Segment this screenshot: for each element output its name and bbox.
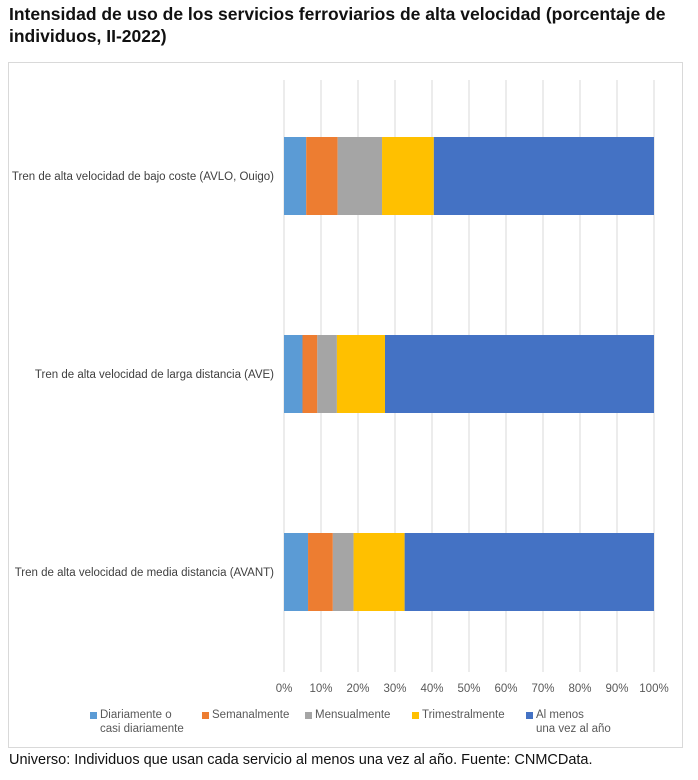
bar-segment — [308, 533, 333, 611]
legend-label: Al menos una vez al año — [536, 709, 611, 735]
x-tick-label: 90% — [605, 683, 628, 695]
bar-segment — [284, 533, 309, 611]
bar-segment — [306, 137, 338, 215]
bar-segment — [336, 335, 386, 413]
bar-segment — [385, 335, 654, 413]
legend-swatch — [526, 712, 533, 719]
legend-label: Trimestralmente — [422, 709, 505, 721]
bar-segment — [284, 137, 307, 215]
category-label: Tren de alta velocidad de larga distanci… — [35, 369, 274, 381]
bar-segment — [284, 335, 303, 413]
bar-segment — [404, 533, 654, 611]
legend-swatch — [202, 712, 209, 719]
legend-label: Diariamente o casi diariamente — [100, 709, 184, 735]
x-tick-label: 60% — [494, 683, 517, 695]
bar-segment — [337, 137, 383, 215]
legend-item: Mensualmente — [305, 708, 390, 722]
legend-swatch — [412, 712, 419, 719]
x-tick-label: 0% — [276, 683, 293, 695]
category-label: Tren de alta velocidad de media distanci… — [15, 567, 274, 579]
bar-segment — [353, 533, 405, 611]
category-label: Tren de alta velocidad de bajo coste (AV… — [12, 171, 274, 183]
chart-legend: Diariamente o casi diariamente Semanalmen… — [0, 708, 698, 744]
x-tick-label: 50% — [457, 683, 480, 695]
x-tick-label: 20% — [346, 683, 369, 695]
legend-label: Mensualmente — [315, 709, 391, 721]
bar-segment — [433, 137, 654, 215]
legend-item: Diariamente o casi diariamente — [90, 708, 184, 736]
x-tick-label: 40% — [420, 683, 443, 695]
x-tick-label: 70% — [531, 683, 554, 695]
legend-item: Semanalmente — [202, 708, 289, 722]
legend-label: Semanalmente — [212, 709, 290, 721]
footnote: Universo: Individuos que usan cada servi… — [9, 752, 593, 768]
legend-swatch — [90, 712, 97, 719]
bar-segment — [332, 533, 354, 611]
legend-item: Al menos una vez al año — [526, 708, 611, 736]
chart-frame — [8, 62, 683, 748]
bar-segment — [317, 335, 337, 413]
legend-item: Trimestralmente — [412, 708, 505, 722]
x-tick-label: 80% — [568, 683, 591, 695]
bar-segment — [382, 137, 434, 215]
bar-segment — [302, 335, 318, 413]
x-tick-label: 100% — [639, 683, 668, 695]
x-tick-label: 10% — [309, 683, 332, 695]
x-tick-label: 30% — [383, 683, 406, 695]
legend-swatch — [305, 712, 312, 719]
chart-title: Intensidad de uso de los servicios ferro… — [9, 4, 666, 46]
